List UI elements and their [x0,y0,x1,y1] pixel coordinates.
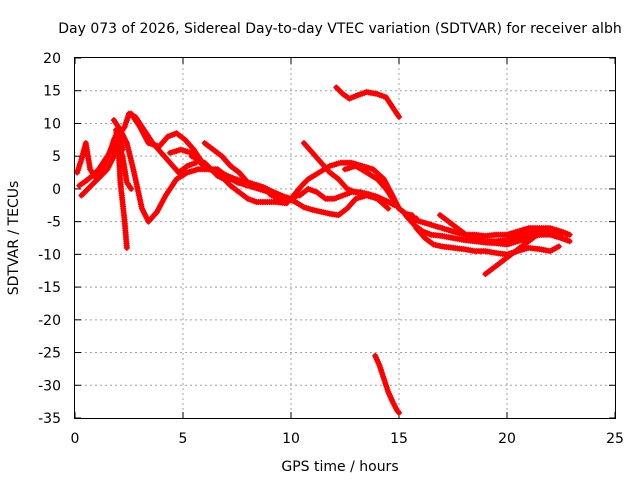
x-tick-label: 20 [498,431,516,447]
series-markers [296,185,398,209]
series-arc-8 [188,153,290,207]
series-line [128,111,300,204]
y-tick-label: -20 [38,313,61,329]
series-markers [128,110,301,204]
y-tick-label: -15 [38,280,61,296]
y-tick-label: 5 [52,149,61,165]
grid-lines [75,58,615,418]
x-axis-title: GPS time / hours [281,459,398,475]
series-arc-14 [372,352,402,416]
series-arc-12 [296,185,398,209]
plot-frame [74,57,616,419]
x-tick-label: 25 [606,431,624,447]
x-tick-label: 10 [282,431,300,447]
data-series [74,84,573,416]
series-arc-20 [504,228,571,238]
y-tick-label: 0 [52,182,61,198]
x-tick-label: 15 [390,431,408,447]
x-tick-label: 5 [179,431,188,447]
series-markers [372,352,402,416]
series-markers [201,140,286,205]
y-tick-label: -10 [38,247,61,263]
y-tick-labels: 20 15 10 5 0 -5 -10 -15 -20 -25 -30 -35 [38,51,61,427]
y-tick-label: 15 [43,84,61,100]
y-tick-label: -35 [38,411,61,427]
y-tick-label: -30 [38,378,61,394]
y-tick-label: -25 [38,346,61,362]
series-arc-6 [128,110,301,204]
x-tick-labels: 0 5 10 15 20 25 [71,431,624,447]
y-tick-label: 20 [43,51,61,67]
series-arc-13 [333,84,402,120]
chart-title: Day 073 of 2026, Sidereal Day-to-day VTE… [58,21,621,37]
y-tick-label: 10 [43,116,61,132]
series-arc-9 [201,140,286,205]
y-axis-title: SDTVAR / TECUs [6,181,22,296]
series-markers [333,84,402,120]
y-tick-label: -5 [47,215,61,231]
series-arc-4 [113,127,130,251]
x-tick-label: 0 [71,431,80,447]
series-markers [113,127,130,251]
series-markers [188,153,290,207]
series-markers [504,228,571,238]
